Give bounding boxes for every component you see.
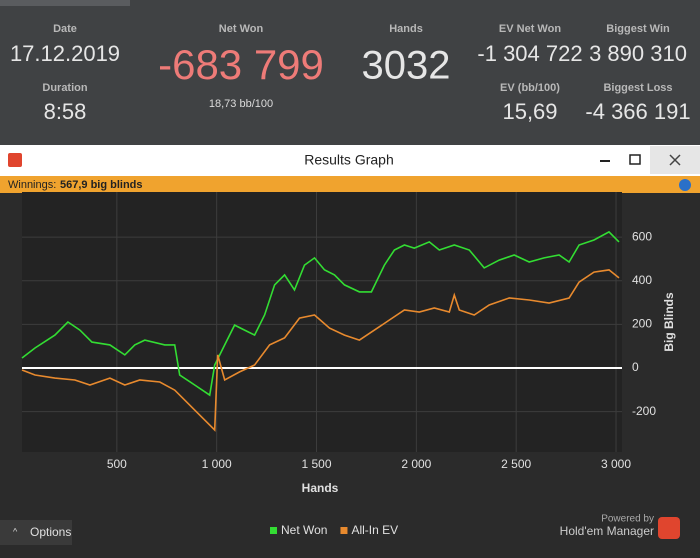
x-tick-label: 1 000 — [202, 457, 232, 471]
series-line — [21, 230, 620, 397]
stat-label: Hands — [389, 23, 423, 35]
x-axis-label: Hands — [302, 481, 339, 495]
y-tick-label: 400 — [632, 273, 652, 287]
maximize-button[interactable] — [629, 154, 641, 165]
stat-label: Biggest Win — [606, 23, 670, 35]
options-icon: ^ — [13, 526, 18, 536]
stat-label: EV Net Won — [499, 23, 561, 35]
stat-value: -4 366 191 — [585, 99, 690, 124]
title-bar — [0, 145, 700, 176]
stat-value: 15,69 — [502, 99, 557, 124]
series-line — [21, 269, 620, 432]
stat-value: 17.12.2019 — [10, 41, 120, 66]
close-icon — [669, 154, 681, 166]
x-tick-label: 1 500 — [301, 457, 331, 471]
brand: Hold'em Manager — [560, 524, 654, 538]
y-tick-label: 200 — [632, 317, 652, 331]
y-tick-label: 0 — [632, 360, 639, 374]
app-icon — [8, 153, 22, 167]
winnings-label: Winnings: — [8, 179, 56, 191]
x-tick-label: 2 500 — [501, 457, 531, 471]
winnings-bar — [0, 176, 700, 193]
stat-label: Biggest Loss — [603, 82, 672, 94]
y-tick-label: 600 — [632, 229, 652, 243]
legend-label: Net Won — [281, 523, 327, 537]
x-tick-label: 500 — [107, 457, 127, 471]
y-axis-label: Big Blinds — [662, 292, 676, 352]
y-tick-label: -200 — [632, 404, 656, 418]
net-won: -683 799 — [158, 41, 324, 88]
powered-by: Powered by — [601, 514, 654, 525]
bb100: 18,73 bb/100 — [209, 98, 273, 110]
stats-panel — [0, 0, 700, 145]
brand-logo — [658, 517, 680, 539]
options-label: Options — [30, 525, 71, 539]
stat-value: 8:58 — [44, 99, 87, 124]
help-button[interactable] — [679, 179, 691, 191]
stat-value: 3 890 310 — [589, 41, 687, 66]
stat-label: Duration — [42, 82, 88, 94]
options-button[interactable] — [0, 520, 72, 545]
stat-label: Date — [53, 23, 77, 35]
legend-swatch — [270, 527, 277, 534]
stat-value: -1 304 722 — [477, 41, 582, 66]
x-tick-label: 2 000 — [401, 457, 431, 471]
legend-label: All-In EV — [351, 523, 398, 537]
window-title: Results Graph — [304, 152, 393, 168]
legend-swatch — [340, 527, 348, 534]
tab — [0, 0, 130, 6]
stat-label: EV (bb/100) — [500, 82, 560, 94]
stat-label: Net Won — [219, 23, 264, 35]
x-tick-label: 3 000 — [601, 457, 631, 471]
hands: 3032 — [362, 44, 451, 88]
winnings-value: 567,9 big blinds — [60, 179, 143, 191]
